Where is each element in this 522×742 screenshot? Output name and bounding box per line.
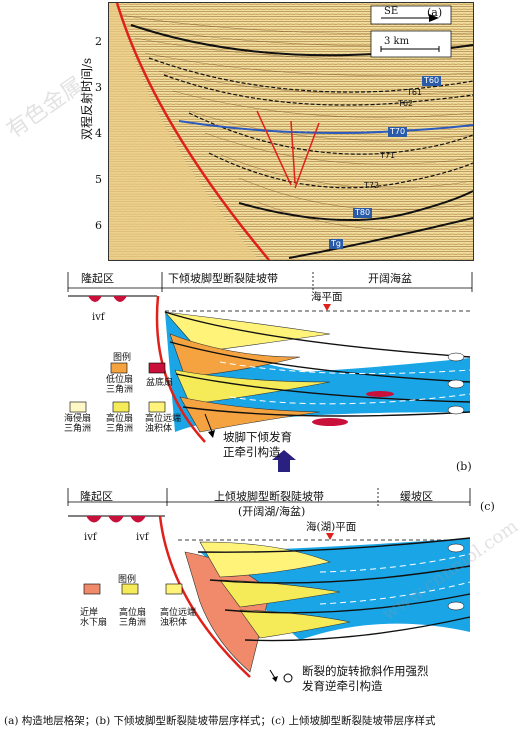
horizon-tg: Tg [329,239,343,249]
b-legend-title: 图例 [113,353,132,363]
c-legend-nearshore-fan: 近岸 水下扇 [80,608,108,628]
panel-c-label: (c) [480,500,495,513]
ytick-5: 5 [95,173,102,186]
c-zone-steep-slope: 上倾坡脚型断裂陡坡带 [214,490,324,503]
c-legend-title: 图例 [118,575,137,585]
horizon-t60: T60 [422,76,442,86]
c-ivf-2: ivf [136,532,149,543]
b-zone-uplift: 隆起区 [81,272,114,285]
c-legend-distal-turbidite: 高位远端 浊积体 [160,608,197,628]
horizon-t80: T80 [353,208,373,218]
watermark-text: 有色金属 [2,72,89,144]
c-zone-basin: (开阔湖/海盆) [238,505,306,518]
panel-b-diagram [67,272,473,472]
c-zone-gentle-slope: 缓坡区 [400,490,433,503]
horizon-t61: T61 [407,88,423,97]
seismic-image [109,3,473,260]
figure-caption: (a) 构造地层格架；(b) 下倾坡脚型断裂陡坡带层序样式；(c) 上倾坡脚型断… [4,715,436,727]
ytick-2: 2 [95,35,102,48]
c-ivf-1: ivf [84,532,97,543]
horizon-t72: T72 [364,181,380,190]
direction-se: SE [384,6,399,17]
b-legend-transgressive-fan: 海侵扇 三角洲 [64,414,92,434]
c-sea-level: 海(湖)平面 [306,521,357,533]
ytick-6: 6 [95,219,102,232]
horizon-t71: T71 [380,151,396,160]
b-zone-open-basin: 开阔海盆 [368,272,412,285]
ytick-4: 4 [95,127,102,140]
b-legend-basin-floor-fan: 盆底扇 [146,378,174,388]
c-legend-highstand-fan: 高位扇 三角洲 [119,608,147,628]
b-legend-lowstand-fan: 低位扇 三角洲 [106,375,134,395]
b-legend-distal-turbidite: 高位远端 浊积体 [145,414,182,434]
b-annotation: 坡脚下倾发育 正牵引构造 [223,430,292,459]
b-ivf: ivf [92,312,105,323]
horizon-t62: T62 [398,99,414,108]
horizon-t70: T70 [388,127,408,137]
seismic-section [108,2,474,261]
c-annotation: 断裂的旋转掀斜作用强烈 发育逆牵引构造 [302,664,429,693]
b-legend-highstand-fan: 高位扇 三角洲 [106,414,134,434]
c-zone-uplift: 隆起区 [80,490,113,503]
panel-a-label: (a) [427,6,443,19]
b-sea-level: 海平面 [311,291,343,303]
ytick-3: 3 [95,81,102,94]
scale-label: 3 km [384,36,410,47]
b-zone-steep-slope: 下倾坡脚型断裂陡坡带 [168,272,278,285]
panel-b-label: (b) [456,460,472,473]
panel-c-diagram [67,488,471,683]
